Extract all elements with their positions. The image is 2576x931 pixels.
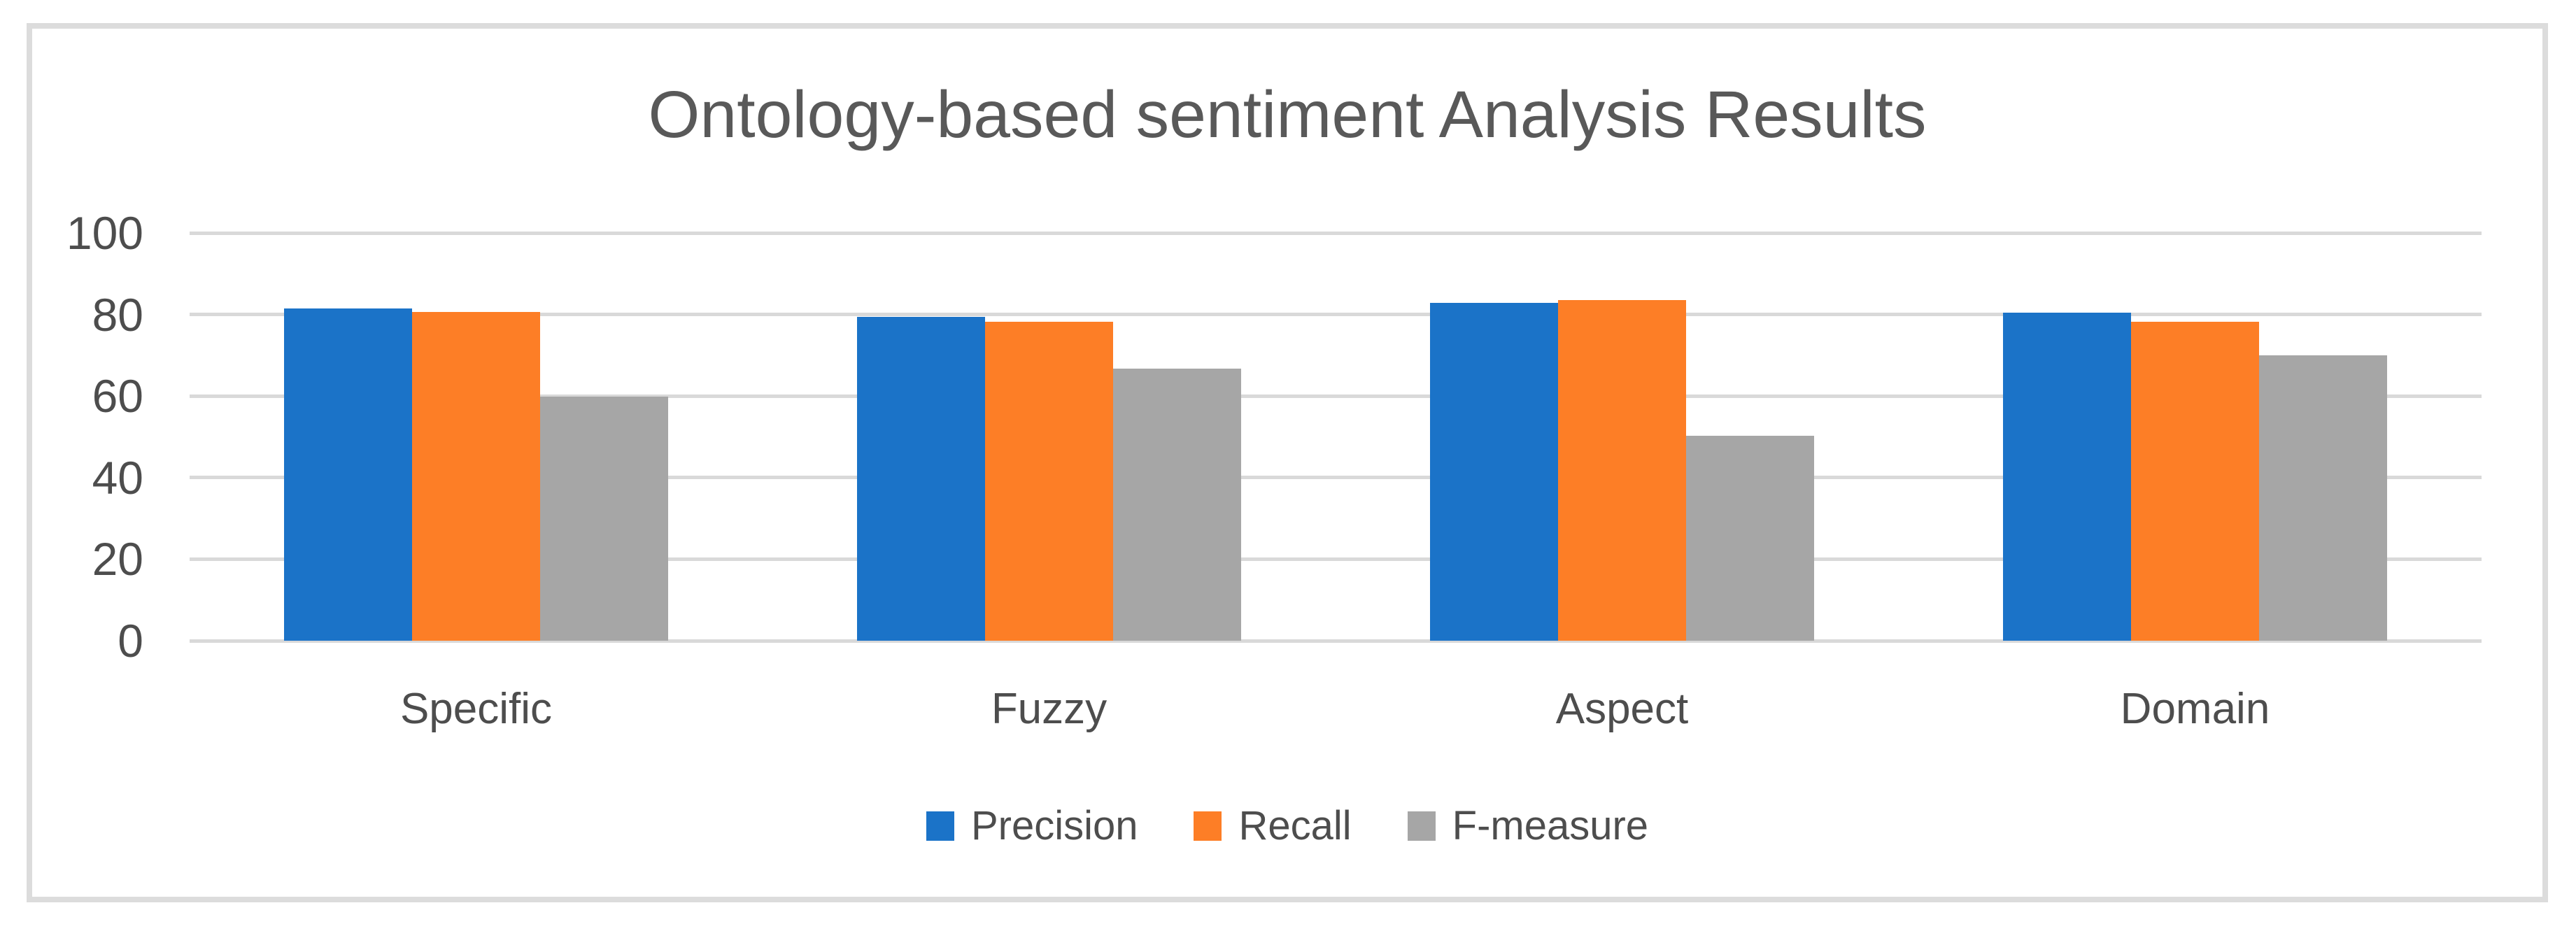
y-tick-label-60: 60: [92, 370, 143, 422]
gridline-100: [190, 231, 2482, 235]
gridline-40: [190, 476, 2482, 480]
gridline-20: [190, 557, 2482, 561]
bar-f-measure-aspect: [1686, 436, 1814, 641]
bar-recall-domain: [2131, 322, 2259, 641]
x-axis-category-labels: Specific Fuzzy Aspect Domain: [190, 684, 2482, 734]
x-category-label-specific: Specific: [399, 685, 553, 733]
legend-swatch-precision: [926, 811, 954, 841]
gridline-80: [190, 313, 2482, 317]
bar-f-measure-domain: [2259, 355, 2387, 641]
y-tick-label-80: 80: [92, 288, 143, 341]
bar-group-domain: [2003, 233, 2387, 641]
bar-group-specific: [284, 233, 668, 641]
legend-swatch-recall: [1194, 811, 1222, 841]
bar-group-aspect: [1430, 233, 1814, 641]
bar-recall-specific: [412, 312, 540, 641]
x-category-label-fuzzy: Fuzzy: [991, 685, 1107, 733]
bar-f-measure-fuzzy: [1113, 368, 1241, 641]
legend-item-recall: Recall: [1194, 802, 1352, 849]
bar-precision-aspect: [1430, 303, 1558, 641]
bar-precision-fuzzy: [857, 317, 985, 641]
bar-recall-fuzzy: [985, 321, 1113, 641]
legend: Precision Recall F-measure: [27, 802, 2548, 849]
chart-title: Ontology-based sentiment Analysis Result…: [648, 78, 1927, 152]
gridline-60: [190, 394, 2482, 398]
legend-item-precision: Precision: [926, 802, 1138, 849]
legend-label-recall: Recall: [1238, 803, 1352, 848]
legend-item-f-measure: F-measure: [1407, 802, 1649, 849]
bar-f-measure-specific: [540, 397, 668, 641]
plot-area: [190, 231, 2482, 643]
y-tick-label-20: 20: [92, 533, 143, 585]
chart-frame: [27, 23, 2548, 902]
y-tick-label-0: 0: [118, 615, 143, 667]
y-axis-tick-labels: 0 20 40 60 80 100: [28, 210, 143, 664]
y-tick-label-40: 40: [92, 451, 143, 504]
bar-groups: [190, 233, 2482, 641]
bar-recall-aspect: [1558, 299, 1686, 641]
x-category-label-aspect: Aspect: [1555, 685, 1689, 733]
legend-swatch-f-measure: [1407, 811, 1436, 841]
bar-precision-specific: [284, 308, 412, 641]
bar-group-fuzzy: [857, 233, 1241, 641]
legend-label-precision: Precision: [970, 803, 1138, 848]
y-tick-label-100: 100: [66, 207, 143, 259]
bar-precision-domain: [2003, 312, 2131, 641]
legend-label-f-measure: F-measure: [1452, 803, 1649, 848]
x-category-label-domain: Domain: [2120, 685, 2270, 733]
gridline-0: [190, 639, 2482, 643]
